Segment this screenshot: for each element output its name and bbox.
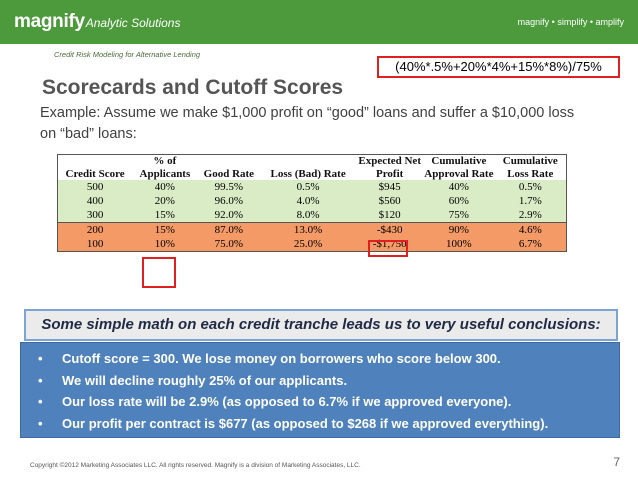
table-row: 200 15% 87.0% 13.0% -$430 90% 4.6% bbox=[58, 222, 566, 237]
intro-text: Example: Assume we make $1,000 profit on… bbox=[40, 105, 575, 142]
table-row: 500 40% 99.5% 0.5% $945 40% 0.5% bbox=[58, 180, 566, 194]
column-header: Cumulative Approval Rate bbox=[423, 155, 495, 180]
page-number: 7 bbox=[613, 455, 620, 469]
table-cell: 40% bbox=[423, 180, 495, 194]
brand-tagline: Analytic Solutions bbox=[85, 16, 181, 30]
bullet-text: Cutoff score = 300. We lose money on bor… bbox=[62, 351, 501, 366]
column-header: Expected Net Profit bbox=[356, 155, 424, 180]
bullet-text: We will decline roughly 25% of our appli… bbox=[62, 372, 348, 388]
header-slogan: magnify • simplify • amplify bbox=[517, 17, 624, 27]
table-cell: 90% bbox=[423, 222, 495, 237]
slide-title: Scorecards and Cutoff Scores bbox=[42, 76, 344, 99]
table-cell: 8.0% bbox=[260, 208, 357, 223]
table-cell: 99.5% bbox=[197, 180, 261, 194]
table-cell: 40% bbox=[132, 180, 198, 194]
table-cell: 0.5% bbox=[260, 180, 357, 194]
table-row: 100 10% 75.0% 25.0% -$1,750 100% 6.7% bbox=[58, 237, 566, 251]
table-cell: $560 bbox=[356, 194, 424, 208]
table-cell: $945 bbox=[356, 180, 424, 194]
table-cell: 96.0% bbox=[197, 194, 261, 208]
list-item: • Our loss rate will be 2.9% (as opposed … bbox=[21, 391, 619, 413]
brand-name: magnify bbox=[14, 11, 85, 32]
bullet-icon: • bbox=[38, 415, 43, 431]
table-cell: 4.6% bbox=[494, 222, 566, 237]
scorecard-table: Credit Score % of Applicants Good Rate L… bbox=[57, 154, 567, 252]
slide-subtitle: Credit Risk Modeling for Alternative Len… bbox=[54, 50, 201, 59]
table-header-row: Credit Score % of Applicants Good Rate L… bbox=[58, 155, 566, 180]
table-cell: 100 bbox=[58, 237, 133, 251]
table-cell: 6.7% bbox=[494, 237, 566, 251]
table-cell: 2.9% bbox=[494, 208, 566, 223]
list-item: • Our profit per contract is $677 (as opp… bbox=[21, 413, 619, 435]
table-cell: 0.5% bbox=[494, 180, 566, 194]
list-item: • We will decline roughly 25% of our appl… bbox=[21, 370, 619, 392]
table-cell: 25.0% bbox=[260, 237, 357, 251]
table-cell: 300 bbox=[58, 208, 133, 223]
table-cell: 400 bbox=[58, 194, 133, 208]
column-header: Cumulative Loss Rate bbox=[494, 155, 566, 180]
table-cell: -$430 bbox=[356, 222, 424, 237]
table-cell: 15% bbox=[132, 208, 198, 223]
table-cell: 75.0% bbox=[197, 237, 261, 251]
table-cell: 500 bbox=[58, 180, 133, 194]
table-cell: 100% bbox=[423, 237, 495, 251]
column-header: Good Rate bbox=[197, 155, 261, 180]
table-cell: $120 bbox=[356, 208, 424, 223]
copyright-text: Copyright ©2012 Marketing Associates LLC… bbox=[30, 462, 361, 469]
table-cell: -$1,750 bbox=[356, 237, 424, 251]
bullet-text: Our profit per contract is $677 (as oppo… bbox=[62, 415, 549, 431]
table-cell: 75% bbox=[423, 208, 495, 223]
table-cell: 200 bbox=[58, 222, 133, 237]
table-cell: 1.7% bbox=[494, 194, 566, 208]
table-row: 300 15% 92.0% 8.0% $120 75% 2.9% bbox=[58, 208, 566, 223]
table-cell: 4.0% bbox=[260, 194, 357, 208]
header-bar: magnifyAnalytic Solutions magnify • simp… bbox=[0, 0, 638, 44]
table-cell: 60% bbox=[423, 194, 495, 208]
brand-logo: magnifyAnalytic Solutions bbox=[14, 11, 180, 33]
conclusions-panel: • Cutoff score = 300. We lose money on bo… bbox=[20, 342, 620, 438]
bullet-icon: • bbox=[38, 351, 43, 366]
table-cell: 10% bbox=[132, 237, 198, 251]
conclusion-banner: Some simple math on each credit tranche … bbox=[24, 309, 618, 341]
list-item: • Cutoff score = 300. We lose money on bo… bbox=[21, 348, 619, 370]
table-cell: 13.0% bbox=[260, 222, 357, 237]
table-cell: 92.0% bbox=[197, 208, 261, 223]
column-header: Loss (Bad) Rate bbox=[260, 155, 357, 180]
highlight-box-applicants bbox=[142, 257, 176, 288]
table-cell: 87.0% bbox=[197, 222, 261, 237]
formula-callout: (40%*.5%+20%*4%+15%*8%)/75% bbox=[377, 56, 620, 78]
bullet-icon: • bbox=[38, 394, 43, 409]
table-cell: 20% bbox=[132, 194, 198, 208]
bullet-text: Our loss rate will be 2.9% (as opposed t… bbox=[62, 394, 512, 409]
bullet-icon: • bbox=[38, 372, 43, 388]
column-header: Credit Score bbox=[58, 155, 133, 180]
table-cell: 15% bbox=[132, 222, 198, 237]
table-row: 400 20% 96.0% 4.0% $560 60% 1.7% bbox=[58, 194, 566, 208]
column-header: % of Applicants bbox=[132, 155, 198, 180]
